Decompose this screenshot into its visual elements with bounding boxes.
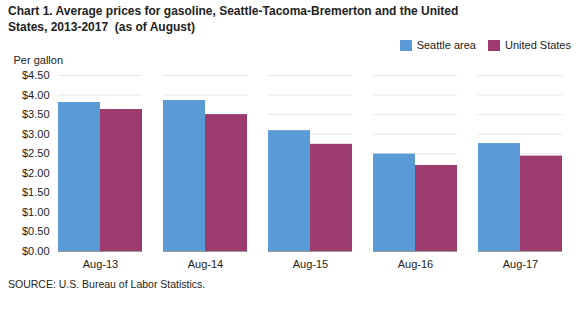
- svg-text:$1.00: $1.00: [22, 206, 50, 218]
- svg-text:Aug-15: Aug-15: [293, 258, 328, 270]
- svg-text:Per gallon: Per gallon: [14, 54, 64, 66]
- svg-text:$4.50: $4.50: [22, 69, 50, 81]
- html-text:SOURCE: U.S. Bureau of Labor S: SOURCE: U.S. Bureau of Labor Statistics.: [8, 278, 206, 291]
- svg-text:$0.50: $0.50: [22, 226, 50, 238]
- svg-text:Aug-16: Aug-16: [398, 258, 433, 270]
- html-text:Chart 1. Average prices for ga: Chart 1. Average prices for gasoline, Se…: [8, 4, 459, 34]
- svg-text:$3.50: $3.50: [22, 108, 50, 120]
- svg-text:$1.50: $1.50: [22, 187, 50, 199]
- svg-text:$2.00: $2.00: [22, 167, 50, 179]
- svg-text:$3.00: $3.00: [22, 128, 50, 140]
- svg-text:$0.00: $0.00: [22, 245, 50, 257]
- html-text:Seattle area: Seattle area: [416, 39, 476, 52]
- svg-text:Aug-17: Aug-17: [503, 258, 538, 270]
- svg-text:$4.00: $4.00: [22, 89, 50, 101]
- svg-text:Aug-14: Aug-14: [188, 258, 223, 270]
- html-text:United States: United States: [505, 39, 571, 52]
- svg-text:$2.50: $2.50: [22, 147, 50, 159]
- svg-text:Aug-13: Aug-13: [83, 258, 118, 270]
